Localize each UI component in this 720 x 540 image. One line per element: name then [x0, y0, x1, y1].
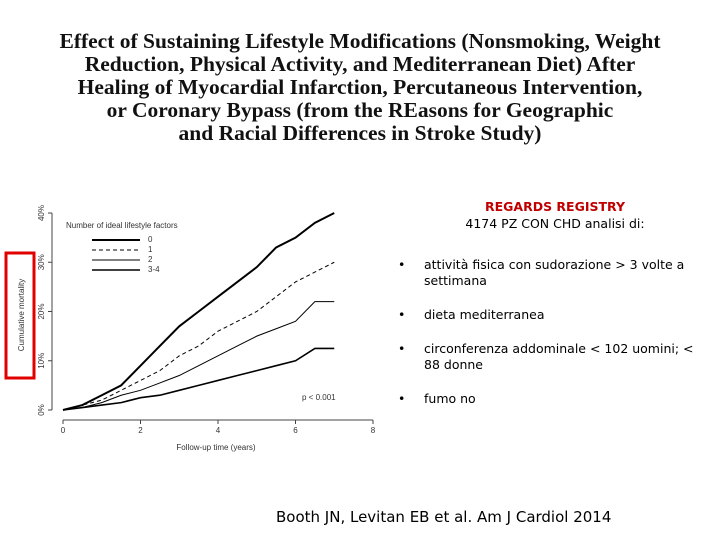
- citation: Booth JN, Levitan EB et al. Am J Cardiol…: [276, 508, 612, 526]
- title-line: and Racial Differences in Stroke Study): [178, 121, 542, 145]
- registry-heading: REGARDS REGISTRY: [484, 199, 626, 214]
- legend-label: 1: [148, 245, 153, 254]
- series-line: [62, 261, 335, 411]
- bullet-list: attività fisica con sudorazione > 3 volt…: [398, 257, 708, 425]
- bullet: fumo no: [398, 391, 708, 407]
- highlight-box: [4, 251, 36, 380]
- title-line: Reduction, Physical Activity, and Medite…: [84, 52, 636, 76]
- series-line: [62, 212, 335, 411]
- slide-title: Effect of Sustaining Lifestyle Modificat…: [10, 30, 710, 145]
- title-line: or Coronary Bypass (from the REasons for…: [106, 98, 614, 122]
- x-tick-label: 0: [61, 426, 66, 435]
- registry: REGARDS REGISTRY 4174 PZ CON CHD analisi…: [420, 198, 690, 232]
- x-tick-label: 6: [293, 426, 298, 435]
- series-line: [62, 347, 335, 411]
- bullet: circonferenza addominale < 102 uomini; <…: [398, 341, 708, 373]
- y-tick-label: 40%: [37, 205, 46, 221]
- title-line: Effect of Sustaining Lifestyle Modificat…: [59, 29, 661, 53]
- bullet: dieta mediterranea: [398, 307, 708, 323]
- y-tick-label: 20%: [37, 303, 46, 319]
- x-tick-label: 8: [371, 426, 376, 435]
- registry-subheading: 4174 PZ CON CHD analisi di:: [465, 216, 645, 231]
- y-tick-label: 10%: [37, 353, 46, 369]
- x-tick-label: 2: [138, 426, 143, 435]
- legend-label: 0: [148, 235, 153, 244]
- y-axis-label: Cumulative mortality: [17, 279, 26, 351]
- legend-title: Number of ideal lifestyle factors: [66, 221, 178, 230]
- bullet: attività fisica con sudorazione > 3 volt…: [398, 257, 708, 289]
- x-tick-label: 4: [216, 426, 221, 435]
- series-line: [62, 301, 335, 411]
- legend-label: 3-4: [148, 265, 160, 274]
- y-tick-label: 0%: [37, 404, 46, 416]
- y-tick-label: 30%: [37, 254, 46, 270]
- x-axis-label: Follow-up time (years): [176, 443, 255, 452]
- title-line: Healing of Myocardial Infarction, Percut…: [77, 75, 643, 99]
- legend-label: 2: [148, 255, 153, 264]
- annotation: p < 0.001: [302, 393, 336, 402]
